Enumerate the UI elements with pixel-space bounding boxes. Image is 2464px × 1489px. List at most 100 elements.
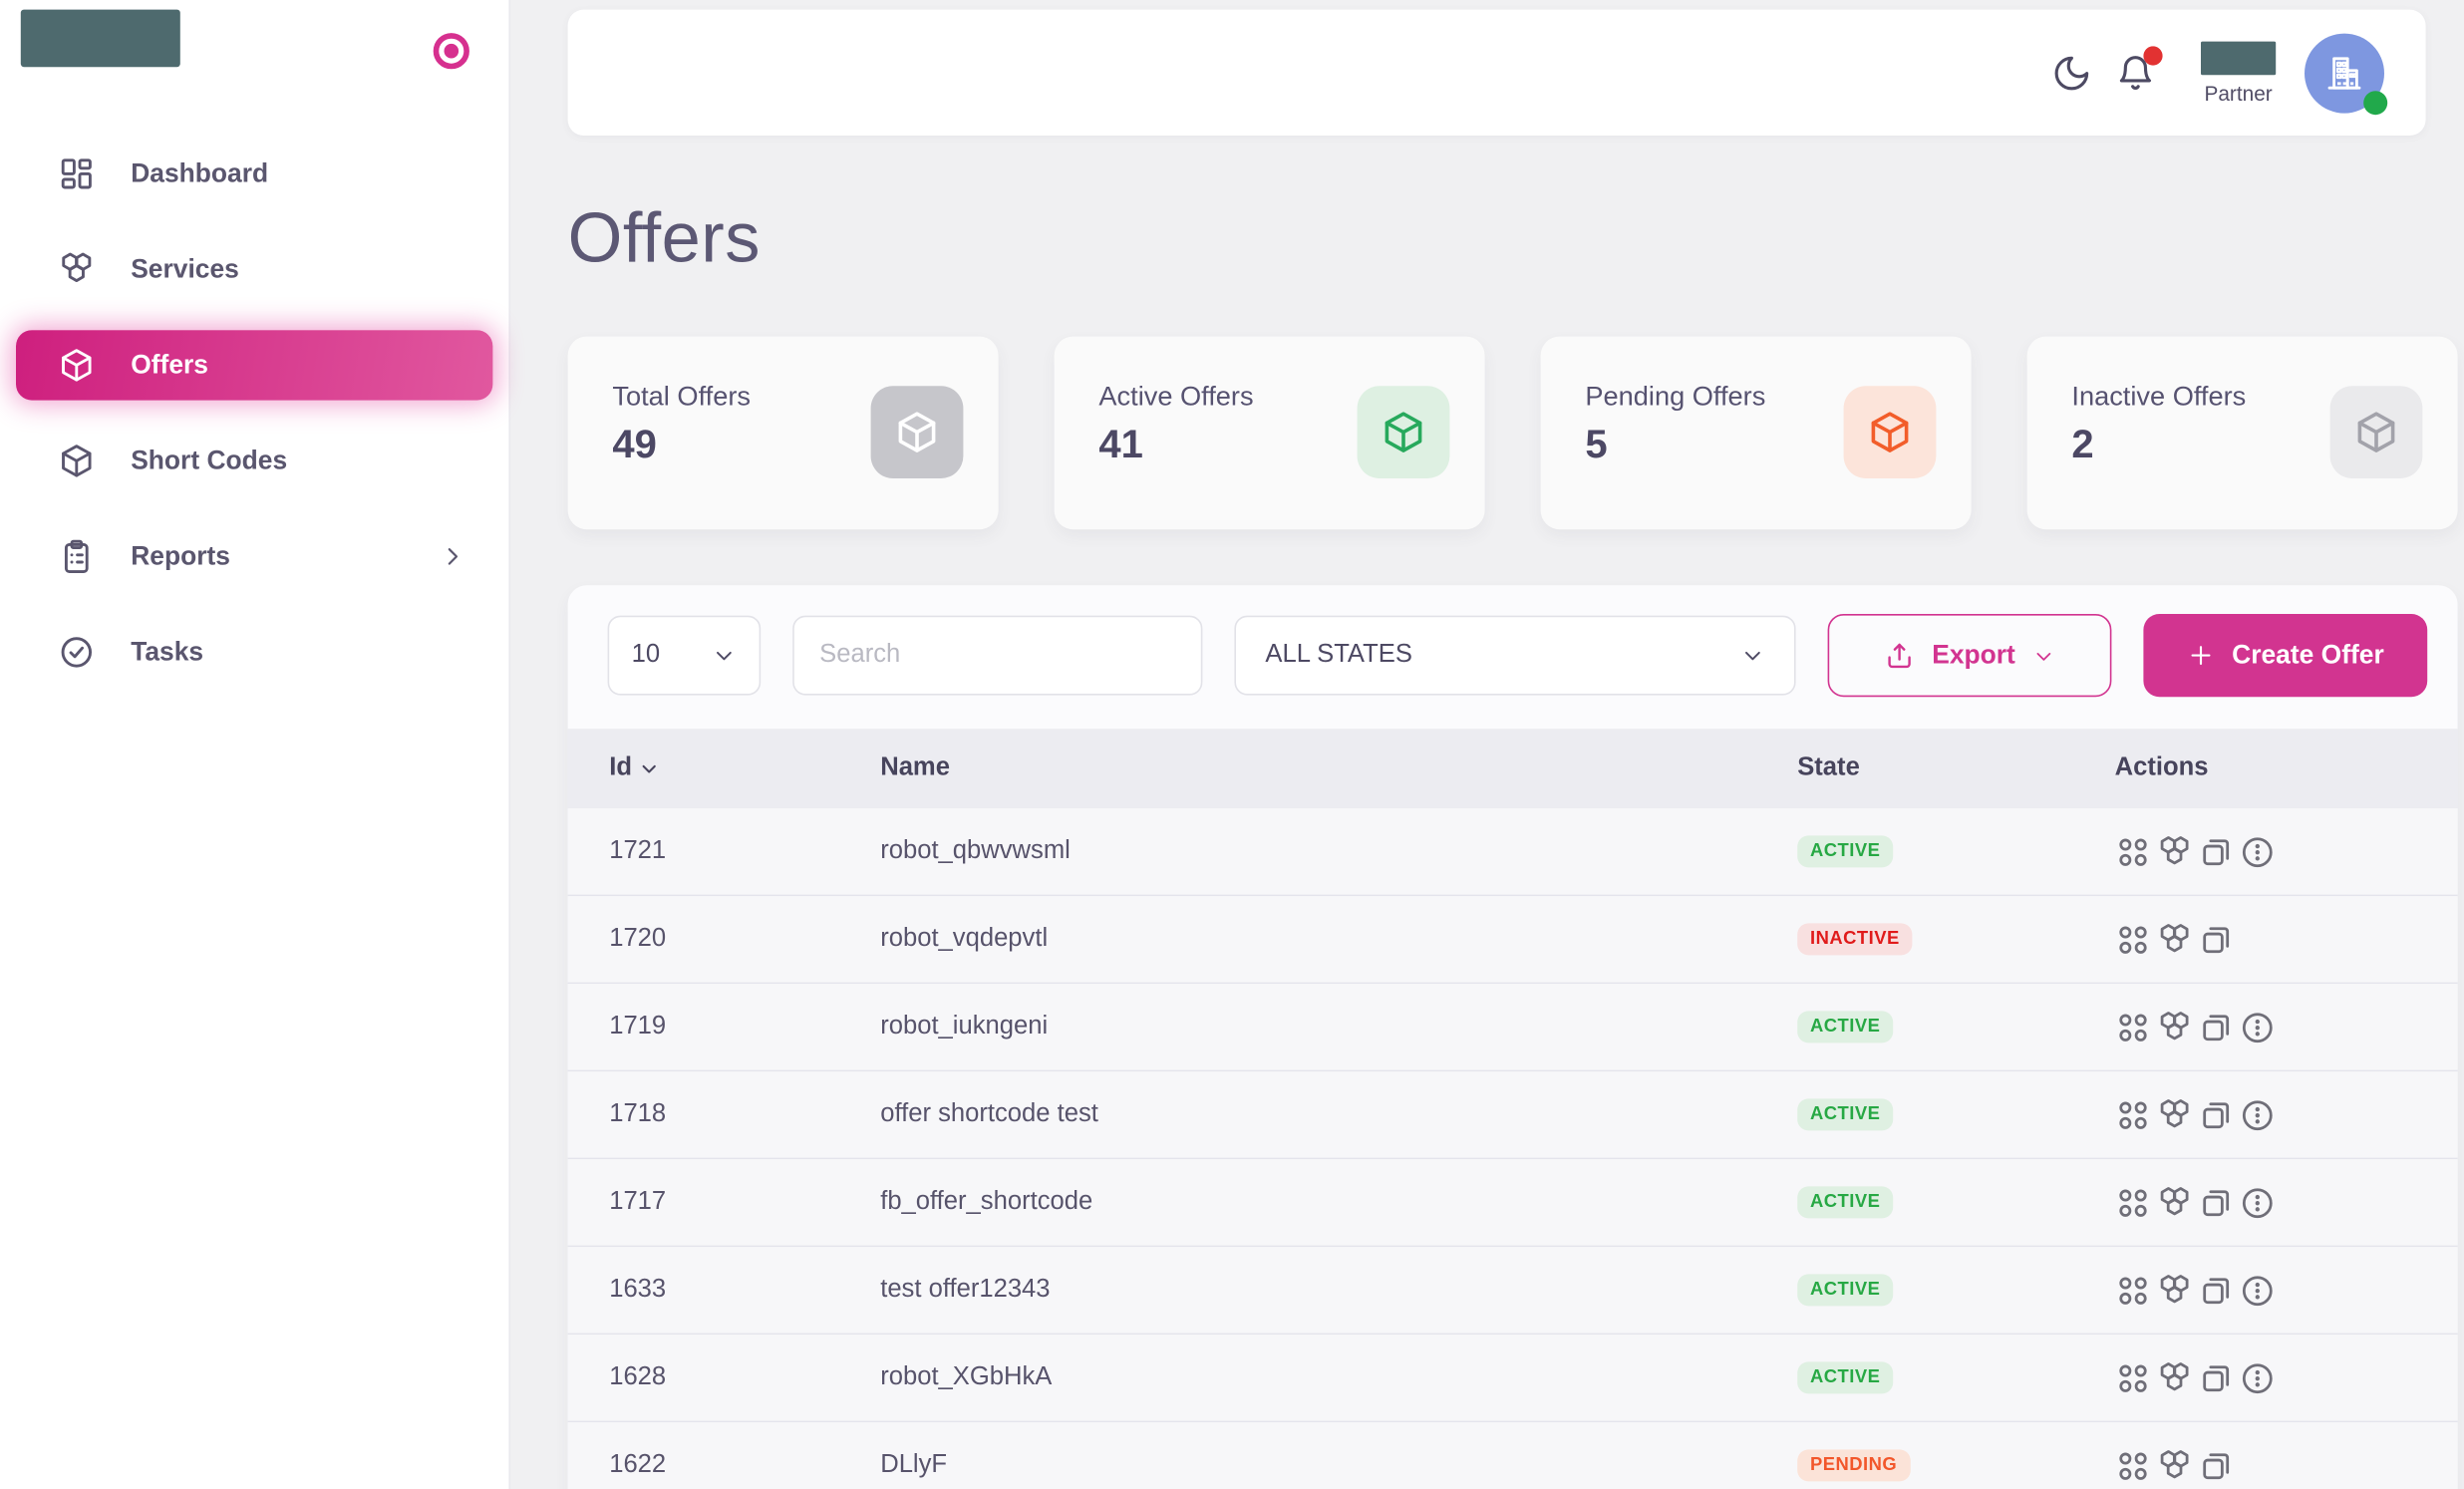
table-row[interactable]: 1628 robot_XGbHkA ACTIVE <box>567 1335 2458 1423</box>
column-header-actions: Actions <box>2114 753 2209 781</box>
keywords-action-icon[interactable] <box>2115 1184 2152 1221</box>
chevron-down-icon <box>711 643 737 669</box>
chevron-right-icon <box>439 542 467 571</box>
table-toolbar: 10 ALL STATES Export Create Offer <box>568 585 2458 729</box>
create-offer-button[interactable]: Create Offer <box>2143 614 2428 698</box>
copy-action-icon[interactable] <box>2198 1009 2235 1045</box>
services-action-icon[interactable] <box>2156 1184 2193 1221</box>
more-action-icon[interactable] <box>2239 1272 2276 1309</box>
notification-dot <box>2143 45 2163 65</box>
more-action-icon[interactable] <box>2239 1359 2276 1396</box>
create-offer-label: Create Offer <box>2232 640 2384 670</box>
table-row[interactable]: 1718 offer shortcode test ACTIVE <box>567 1071 2458 1160</box>
copy-action-icon[interactable] <box>2198 921 2235 958</box>
keywords-action-icon[interactable] <box>2115 1447 2152 1484</box>
sidebar-item-services[interactable]: Services <box>16 234 492 304</box>
table-row[interactable]: 1719 robot_iukngeni ACTIVE <box>567 984 2458 1072</box>
main-area: Partner Offers Total Offers 49 Active Of… <box>510 0 2464 1489</box>
stat-card-total: Total Offers 49 <box>567 336 999 530</box>
row-actions <box>2115 1184 2416 1221</box>
state-filter-select[interactable]: ALL STATES <box>1235 615 1796 696</box>
copy-action-icon[interactable] <box>2198 1359 2235 1396</box>
row-actions <box>2115 1096 2416 1133</box>
more-action-icon[interactable] <box>2239 833 2276 870</box>
dark-mode-moon-icon[interactable] <box>2051 52 2093 94</box>
keywords-action-icon[interactable] <box>2115 921 2152 958</box>
services-action-icon[interactable] <box>2156 1272 2193 1309</box>
keywords-action-icon[interactable] <box>2115 1359 2152 1396</box>
keywords-action-icon[interactable] <box>2115 833 2152 870</box>
table-row[interactable]: 1721 robot_qbwvwsml ACTIVE <box>567 808 2458 897</box>
keywords-action-icon[interactable] <box>2115 1096 2152 1133</box>
chevron-down-icon <box>2031 644 2055 668</box>
copy-action-icon[interactable] <box>2198 1272 2235 1309</box>
row-name: DLlyF <box>880 1451 948 1479</box>
row-actions <box>2115 1272 2416 1309</box>
row-id: 1721 <box>609 837 667 865</box>
sidebar-toggle-icon[interactable] <box>429 29 473 74</box>
copy-action-icon[interactable] <box>2198 1447 2235 1484</box>
more-action-icon[interactable] <box>2239 1096 2276 1133</box>
nav-label: Tasks <box>131 637 204 666</box>
status-badge: ACTIVE <box>1797 1186 1894 1219</box>
cube-icon <box>1380 409 1427 456</box>
cube-icon <box>893 409 941 456</box>
sidebar-item-offers[interactable]: Offers <box>16 330 493 401</box>
keywords-action-icon[interactable] <box>2115 1272 2152 1309</box>
sidebar-item-short-codes[interactable]: Short Codes <box>16 426 492 495</box>
row-id: 1717 <box>609 1188 667 1216</box>
status-badge: ACTIVE <box>1797 1011 1894 1043</box>
table-row[interactable]: 1633 test offer12343 ACTIVE <box>567 1247 2458 1336</box>
stat-label: Active Offers <box>1098 381 1254 412</box>
export-icon <box>1884 640 1916 672</box>
stat-value: 5 <box>1585 423 1608 467</box>
stat-value: 49 <box>612 423 657 467</box>
services-action-icon[interactable] <box>2156 1447 2193 1484</box>
column-header-name: Name <box>880 753 950 781</box>
page-size-select[interactable]: 10 <box>607 615 761 696</box>
column-header-id[interactable]: Id <box>609 754 880 783</box>
more-action-icon[interactable] <box>2239 1184 2276 1221</box>
stat-label: Pending Offers <box>1585 381 1766 412</box>
notifications-button[interactable] <box>2115 45 2163 94</box>
table-row[interactable]: 1720 robot_vqdepvtl INACTIVE <box>567 896 2458 985</box>
nav-label: Reports <box>131 541 230 570</box>
sidebar-header <box>0 0 508 74</box>
table-row[interactable]: 1622 DLlyF PENDING <box>567 1422 2458 1489</box>
row-actions <box>2115 1009 2416 1045</box>
copy-action-icon[interactable] <box>2198 1096 2235 1133</box>
sidebar-item-reports[interactable]: Reports <box>16 521 492 591</box>
clipboard-icon <box>58 537 96 575</box>
sort-chevron-down-icon <box>638 757 660 779</box>
row-id: 1628 <box>609 1363 667 1391</box>
account-avatar[interactable] <box>2305 32 2388 115</box>
table-row[interactable]: 1717 fb_offer_shortcode ACTIVE <box>567 1159 2458 1248</box>
services-action-icon[interactable] <box>2156 833 2193 870</box>
sidebar-item-tasks[interactable]: Tasks <box>16 617 492 687</box>
brand-logo <box>20 9 180 68</box>
online-status-dot <box>2363 90 2388 115</box>
state-filter-value: ALL STATES <box>1265 641 1412 669</box>
sidebar-item-dashboard[interactable]: Dashboard <box>16 139 492 208</box>
copy-action-icon[interactable] <box>2198 1184 2235 1221</box>
row-name: test offer12343 <box>880 1276 1051 1304</box>
services-action-icon[interactable] <box>2156 921 2193 958</box>
stat-cards: Total Offers 49 Active Offers 41 Pending… <box>567 336 2458 530</box>
keywords-action-icon[interactable] <box>2115 1009 2152 1045</box>
export-button[interactable]: Export <box>1827 614 2112 698</box>
services-action-icon[interactable] <box>2156 1096 2193 1133</box>
row-name: robot_qbwvwsml <box>880 837 1071 865</box>
services-action-icon[interactable] <box>2156 1009 2193 1045</box>
page-size-value: 10 <box>631 641 661 669</box>
row-actions <box>2115 921 2416 958</box>
search-input[interactable] <box>791 615 1203 696</box>
row-id: 1718 <box>609 1100 667 1128</box>
copy-action-icon[interactable] <box>2198 833 2235 870</box>
more-action-icon[interactable] <box>2239 1009 2276 1045</box>
row-id: 1719 <box>609 1013 667 1041</box>
services-action-icon[interactable] <box>2156 1359 2193 1396</box>
dashboard-icon <box>58 154 96 192</box>
cube-icon <box>58 442 96 479</box>
row-id: 1720 <box>609 925 667 953</box>
